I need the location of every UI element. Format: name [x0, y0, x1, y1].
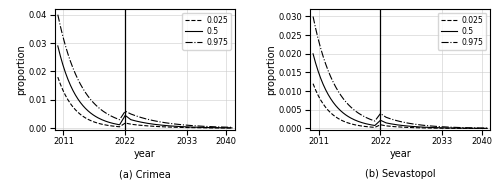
0.5 — [444, 127, 450, 129]
0.975 — [370, 119, 376, 121]
0.975 — [359, 114, 365, 117]
0.5 — [172, 125, 177, 127]
0.025 — [229, 127, 235, 129]
Y-axis label: proportion: proportion — [266, 44, 276, 95]
Legend: 0.025, 0.5, 0.975: 0.025, 0.5, 0.975 — [438, 13, 486, 50]
Line: 0.5: 0.5 — [58, 46, 232, 128]
X-axis label: year: year — [389, 149, 411, 159]
Legend: 0.025, 0.5, 0.975: 0.025, 0.5, 0.975 — [182, 13, 231, 50]
0.025 — [426, 127, 432, 129]
X-axis label: year: year — [134, 149, 156, 159]
0.025 — [172, 126, 177, 128]
0.025 — [186, 127, 192, 129]
0.025 — [370, 126, 376, 128]
0.025 — [104, 124, 110, 126]
0.975 — [172, 123, 177, 125]
0.975 — [400, 121, 406, 123]
Line: 0.975: 0.975 — [313, 16, 487, 128]
0.975 — [186, 124, 192, 127]
0.5 — [144, 122, 150, 124]
0.975 — [426, 125, 432, 127]
0.5 — [229, 127, 235, 129]
0.975 — [484, 127, 490, 129]
0.5 — [186, 126, 192, 128]
0.025 — [55, 76, 61, 78]
0.5 — [114, 123, 120, 125]
0.5 — [484, 127, 490, 129]
0.975 — [444, 126, 450, 128]
0.975 — [229, 126, 235, 128]
Line: 0.025: 0.025 — [58, 77, 232, 128]
0.5 — [55, 45, 61, 47]
Title: (a) Crimea: (a) Crimea — [119, 170, 171, 179]
0.025 — [190, 127, 196, 129]
0.975 — [144, 118, 150, 120]
0.025 — [114, 125, 120, 128]
0.5 — [400, 124, 406, 127]
0.5 — [104, 121, 110, 123]
0.975 — [310, 15, 316, 17]
0.025 — [400, 126, 406, 128]
0.975 — [104, 113, 110, 115]
0.025 — [359, 125, 365, 127]
Line: 0.025: 0.025 — [313, 84, 487, 129]
Line: 0.975: 0.975 — [58, 15, 232, 127]
0.025 — [442, 127, 448, 129]
0.975 — [55, 14, 61, 16]
Line: 0.5: 0.5 — [313, 54, 487, 128]
0.025 — [310, 83, 316, 85]
Y-axis label: proportion: proportion — [16, 44, 26, 95]
Title: (b) Sevastopol: (b) Sevastopol — [365, 170, 436, 179]
0.975 — [442, 126, 448, 128]
0.975 — [114, 118, 120, 120]
0.5 — [426, 126, 432, 129]
0.5 — [310, 53, 316, 55]
0.5 — [190, 126, 196, 128]
0.025 — [444, 127, 450, 129]
0.025 — [484, 127, 490, 130]
0.975 — [190, 125, 196, 127]
0.025 — [144, 125, 150, 127]
0.5 — [442, 127, 448, 129]
0.5 — [370, 124, 376, 126]
0.5 — [359, 122, 365, 124]
